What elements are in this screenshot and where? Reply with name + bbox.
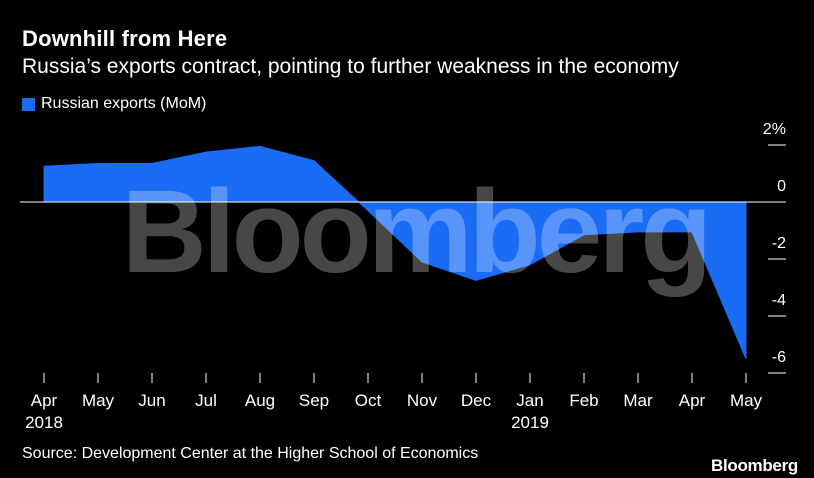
chart-title: Downhill from Here: [22, 26, 228, 51]
x-tick-label: May: [730, 391, 763, 410]
x-tick-label: Aug: [245, 391, 275, 410]
y-tick-label: 0: [777, 178, 786, 195]
brand-logo: Bloomberg: [710, 456, 798, 475]
legend-swatch: [22, 97, 35, 111]
y-tick-label: -4: [772, 292, 786, 309]
x-tick-label: Apr: [679, 391, 706, 410]
y-tick-label: 2%: [763, 121, 786, 138]
x-tick-year-label: 2019: [511, 413, 549, 432]
x-tick-year-label: 2018: [25, 413, 63, 432]
x-tick-label: Apr: [31, 391, 58, 410]
x-tick-label: Nov: [407, 391, 438, 410]
legend: Russian exports (MoM): [22, 95, 206, 113]
x-tick-label: Oct: [355, 391, 382, 410]
x-tick-label: Dec: [461, 391, 492, 410]
x-tick-label: Sep: [299, 391, 329, 410]
x-tick-label: Feb: [569, 391, 598, 410]
y-tick-label: -6: [772, 349, 786, 366]
x-tick-label: Jan: [516, 391, 543, 410]
chart-subtitle: Russia’s exports contract, pointing to f…: [22, 55, 679, 78]
x-tick-label: May: [82, 391, 115, 410]
x-tick-label: Jun: [138, 391, 165, 410]
legend-label: Russian exports (MoM): [41, 95, 207, 112]
source-note: Source: Development Center at the Higher…: [22, 445, 479, 462]
watermark: Bloomberg: [122, 166, 709, 298]
x-tick-label: Mar: [623, 391, 653, 410]
x-tick-label: Jul: [195, 391, 217, 410]
y-tick-label: -2: [772, 235, 786, 252]
